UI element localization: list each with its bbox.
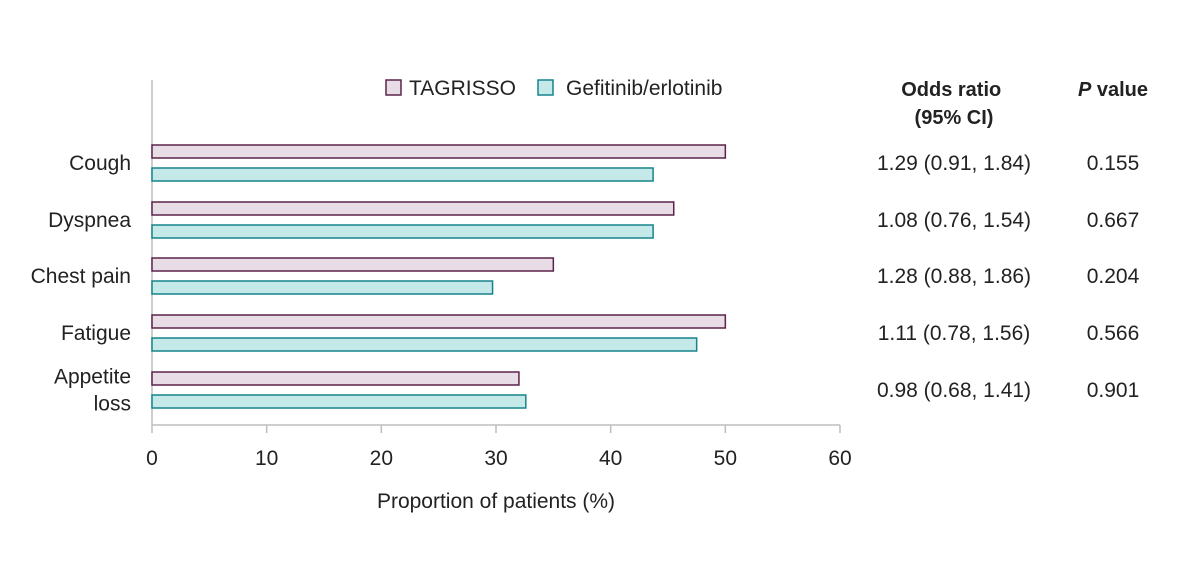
odds-ratio-header-line1: Odds ratio [901, 79, 1001, 101]
category-labels: Cough Dyspnea Chest pain Fatigue Appetite los… [31, 152, 132, 416]
category-label: Dyspnea [48, 209, 131, 232]
p-value: 0.566 [1087, 322, 1140, 345]
bar-tagrisso-chest-pain [151, 257, 555, 272]
legend-swatch [537, 79, 554, 96]
odds-ratio-header-line2: (95% CI) [915, 107, 994, 129]
category-label-line: Cough [69, 152, 131, 175]
odds-ratio-value: 1.29 (0.91, 1.84) [877, 152, 1031, 175]
legend: TAGRISSO Gefitinib/erlotinib [385, 77, 722, 100]
odds-ratio-value: 1.11 (0.78, 1.56) [878, 322, 1031, 345]
legend-swatch [385, 79, 402, 96]
bar-gefitinib-erlotinib-chest-pain [151, 280, 494, 295]
bar-gefitinib-erlotinib-fatigue [151, 337, 698, 352]
x-ticks: 0 10 20 30 40 50 60 [146, 425, 852, 470]
bars [151, 144, 727, 409]
legend-label: Gefitinib/erlotinib [566, 77, 722, 100]
x-tick-label: 0 [146, 447, 158, 470]
x-tick-label: 10 [255, 447, 278, 470]
bar-tagrisso-dyspnea [151, 201, 675, 216]
p-value: 0.155 [1087, 152, 1140, 175]
stats-header: Odds ratio (95% CI) P value [901, 79, 1148, 129]
stats-rows: 1.29 (0.91, 1.84) 0.155 1.08 (0.76, 1.54) 0… [877, 152, 1140, 402]
p-value: 0.204 [1087, 265, 1140, 288]
category-label-line: Chest pain [31, 265, 131, 288]
odds-ratio-value: 0.98 (0.68, 1.41) [877, 379, 1031, 402]
category-label: Cough [69, 152, 131, 175]
odds-ratio-header: Odds ratio (95% CI) [901, 79, 1007, 129]
p-value-header-rest: value [1091, 79, 1148, 101]
bar-gefitinib-erlotinib-cough [151, 167, 654, 182]
category-label-line: Appetite [54, 366, 131, 389]
p-value: 0.667 [1087, 209, 1140, 232]
bar-tagrisso-cough [151, 144, 727, 159]
category-label: Fatigue [61, 322, 131, 345]
p-value-header: P value [1078, 79, 1148, 101]
x-tick-label: 30 [484, 447, 507, 470]
x-tick-label: 40 [599, 447, 622, 470]
p-value-header-italic: P [1078, 79, 1092, 101]
bar-tagrisso-fatigue [151, 314, 727, 329]
category-label: Appetite loss [54, 366, 131, 416]
category-label-line: Dyspnea [48, 209, 131, 232]
legend-label: TAGRISSO [409, 77, 516, 100]
bar-gefitinib-erlotinib-dyspnea [151, 224, 654, 239]
odds-ratio-value: 1.28 (0.88, 1.86) [877, 265, 1031, 288]
p-value: 0.901 [1087, 379, 1140, 402]
category-label-line: Fatigue [61, 322, 131, 345]
x-axis-title: Proportion of patients (%) [377, 490, 615, 513]
x-tick-label: 60 [828, 447, 851, 470]
x-tick-label: 20 [370, 447, 393, 470]
bar-tagrisso-appetite-loss [151, 371, 520, 386]
bar-gefitinib-erlotinib-appetite-loss [151, 394, 527, 409]
odds-ratio-value: 1.08 (0.76, 1.54) [877, 209, 1031, 232]
category-label-line: loss [94, 393, 131, 416]
category-label: Chest pain [31, 265, 131, 288]
x-tick-label: 50 [714, 447, 737, 470]
